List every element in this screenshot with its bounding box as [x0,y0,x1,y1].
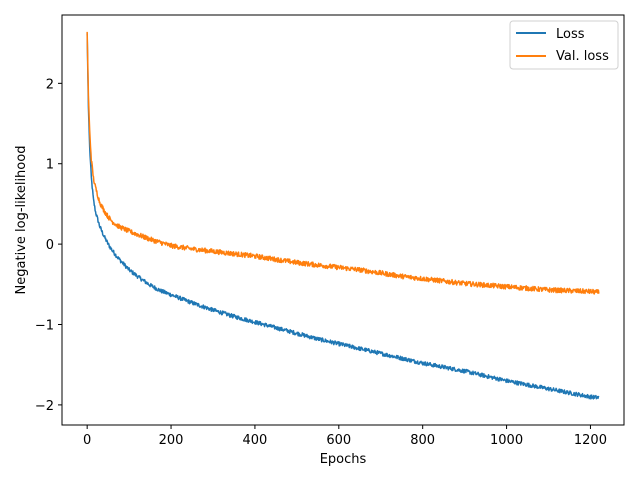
x-tick-label: 1200 [574,433,607,448]
x-tick-label: 200 [159,433,184,448]
x-tick-label: 800 [410,433,435,448]
plot-frame [61,14,625,426]
y-tick-label: −2 [35,399,54,414]
series-line-loss [86,33,600,400]
y-tick-label: −1 [35,319,54,334]
y-tick-label: 1 [46,158,54,173]
x-axis-label: Epochs [320,452,367,467]
x-tick-label: 1000 [490,433,523,448]
legend-label-val-loss: Val. loss [556,49,609,64]
series-line-val-loss [86,31,600,295]
y-tick-label: 0 [46,238,54,253]
y-axis-label: Negative log-likelihood [14,146,29,295]
x-tick-label: 400 [243,433,268,448]
legend: Loss Val. loss [509,20,619,70]
plot-background [62,15,624,425]
legend-label-loss: Loss [556,27,585,42]
x-tick-label: 0 [83,433,91,448]
y-tick-label: 2 [46,77,54,92]
x-tick-label: 600 [326,433,351,448]
